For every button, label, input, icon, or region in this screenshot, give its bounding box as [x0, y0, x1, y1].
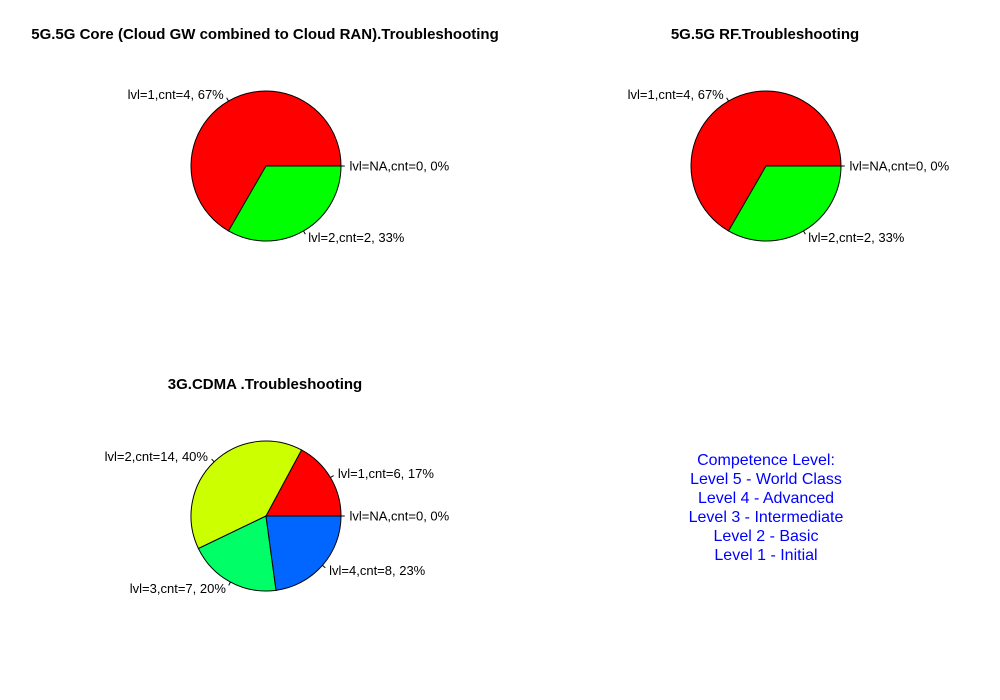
slice-label-tick — [228, 581, 231, 586]
slice-label-tick — [803, 230, 806, 235]
slice-label: lvl=2,cnt=2, 33% — [808, 230, 905, 245]
legend-line: Level 5 - World Class — [690, 471, 842, 488]
chart-title: 5G.5G Core (Cloud GW combined to Cloud R… — [31, 26, 498, 43]
slice-label: lvl=4,cnt=8, 23% — [329, 563, 426, 578]
pie-slice — [727, 165, 842, 242]
slice-label: lvl=1,cnt=6, 17% — [338, 466, 435, 481]
slice-label: lvl=2,cnt=2, 33% — [308, 230, 405, 245]
pie-slice — [227, 165, 342, 242]
slice-label: lvl=NA,cnt=0, 0% — [350, 159, 450, 174]
pie-slice — [265, 449, 342, 517]
slice-label: lvl=3,cnt=7, 20% — [130, 581, 227, 596]
slice-label-tick — [322, 564, 326, 569]
slice-label: lvl=1,cnt=4, 67% — [628, 87, 725, 102]
slice-label-tick — [211, 458, 215, 463]
chart-title: 5G.5G RF.Troubleshooting — [671, 26, 859, 43]
pie-slice — [190, 440, 303, 550]
chart-panel-3g-cdma: 3G.CDMA .Troubleshooting lvl=NA,cnt=0, 0… — [105, 376, 450, 596]
chart-panel-5g-core: 5G.5G Core (Cloud GW combined to Cloud R… — [31, 26, 498, 245]
legend-line: Level 3 - Intermediate — [688, 509, 844, 526]
chart-panel-5g-rf: 5G.5G RF.Troubleshooting lvl=NA,cnt=0, 0… — [628, 26, 950, 245]
slice-label-tick — [330, 475, 334, 478]
slice-label: lvl=NA,cnt=0, 0% — [850, 159, 950, 174]
slice-label: lvl=2,cnt=14, 40% — [105, 449, 209, 464]
legend-line: Competence Level: — [697, 452, 835, 469]
slice-label-tick — [726, 97, 729, 102]
legend-line: Level 4 - Advanced — [697, 490, 835, 507]
slice-label: lvl=1,cnt=4, 67% — [128, 87, 225, 102]
legend-line: Level 2 - Basic — [713, 528, 819, 545]
slice-label-tick — [303, 230, 306, 235]
slice-label: lvl=NA,cnt=0, 0% — [350, 509, 450, 524]
slice-label-tick — [226, 97, 229, 102]
legend-line: Level 1 - Initial — [714, 547, 818, 564]
competence-level-legend: Competence Level: Level 5 - World Class … — [646, 451, 886, 565]
pie-slice — [265, 515, 342, 591]
chart-title: 3G.CDMA .Troubleshooting — [168, 376, 362, 393]
